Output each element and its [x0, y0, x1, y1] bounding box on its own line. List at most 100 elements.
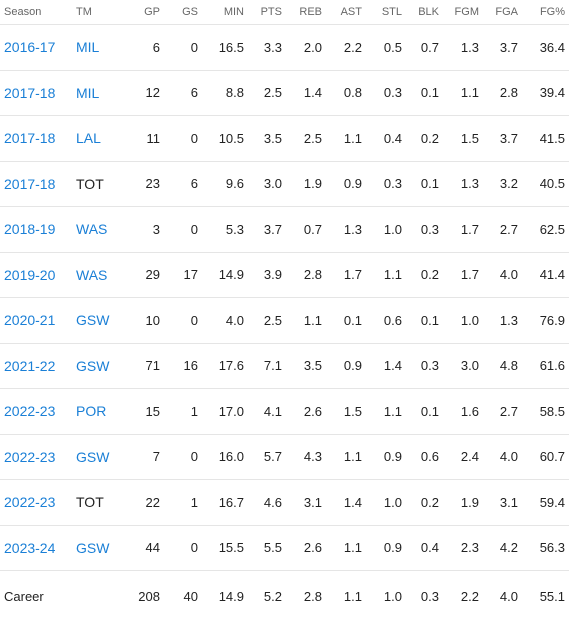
header-gs[interactable]: GS	[160, 0, 198, 25]
team-link[interactable]: POR	[76, 403, 106, 419]
season-cell: 2017-18	[0, 116, 74, 162]
header-fg-pct[interactable]: FG%	[518, 0, 569, 25]
stat-gs-cell: 6	[160, 161, 198, 207]
stat-pts-cell: 3.9	[244, 252, 282, 298]
header-reb[interactable]: REB	[282, 0, 322, 25]
header-row: Season TM GP GS MIN PTS REB AST STL BLK …	[0, 0, 569, 25]
season-link[interactable]: 2017-18	[4, 130, 55, 146]
stat-ast-cell: 0.8	[322, 70, 362, 116]
career-min: 14.9	[198, 571, 244, 621]
stat-reb-cell: 1.1	[282, 298, 322, 344]
career-team-cell	[74, 571, 126, 621]
stat-blk-cell: 0.6	[402, 434, 439, 480]
header-blk[interactable]: BLK	[402, 0, 439, 25]
team-link[interactable]: LAL	[76, 130, 101, 146]
stat-min-cell: 15.5	[198, 525, 244, 571]
team-link[interactable]: MIL	[76, 39, 99, 55]
season-link[interactable]: 2019-20	[4, 267, 55, 283]
team-cell: GSW	[74, 434, 126, 480]
stat-gs-cell: 1	[160, 480, 198, 526]
team-link[interactable]: GSW	[76, 540, 109, 556]
stat-pts-cell: 5.7	[244, 434, 282, 480]
stat-gp-cell: 23	[126, 161, 160, 207]
stat-ast-cell: 1.1	[322, 116, 362, 162]
header-fgm[interactable]: FGM	[439, 0, 479, 25]
career-label-text: Career	[4, 589, 44, 604]
stat-min-cell: 16.7	[198, 480, 244, 526]
stat-fga-cell: 4.8	[479, 343, 518, 389]
header-gp[interactable]: GP	[126, 0, 160, 25]
season-link[interactable]: 2023-24	[4, 540, 55, 556]
header-fga[interactable]: FGA	[479, 0, 518, 25]
season-link[interactable]: 2018-19	[4, 221, 55, 237]
stat-pts-cell: 4.6	[244, 480, 282, 526]
stat-reb-cell: 2.0	[282, 25, 322, 71]
team-link[interactable]: WAS	[76, 221, 107, 237]
stat-pts-cell: 2.5	[244, 70, 282, 116]
season-link[interactable]: 2022-23	[4, 449, 55, 465]
stat-stl-cell: 0.3	[362, 161, 402, 207]
header-season[interactable]: Season	[0, 0, 74, 25]
stat-stl-cell: 0.5	[362, 25, 402, 71]
stat-fga-cell: 2.7	[479, 389, 518, 435]
season-link[interactable]: 2022-23	[4, 403, 55, 419]
stat-fgm-cell: 1.6	[439, 389, 479, 435]
stat-ast-cell: 0.9	[322, 161, 362, 207]
stat-reb-cell: 2.6	[282, 389, 322, 435]
stat-pts-cell: 3.7	[244, 207, 282, 253]
stat-min-cell: 14.9	[198, 252, 244, 298]
team-link[interactable]: GSW	[76, 449, 109, 465]
season-link[interactable]: 2017-18	[4, 85, 55, 101]
stat-ast-cell: 0.9	[322, 343, 362, 389]
stat-fga-cell: 4.0	[479, 252, 518, 298]
season-link[interactable]: 2022-23	[4, 494, 55, 510]
stat-fgm-cell: 1.7	[439, 207, 479, 253]
stat-fgp-cell: 41.5	[518, 116, 569, 162]
header-ast[interactable]: AST	[322, 0, 362, 25]
stat-stl-cell: 0.9	[362, 434, 402, 480]
header-pts[interactable]: PTS	[244, 0, 282, 25]
stat-fgp-cell: 61.6	[518, 343, 569, 389]
stat-fgm-cell: 2.3	[439, 525, 479, 571]
stat-fga-cell: 2.8	[479, 70, 518, 116]
season-link[interactable]: 2016-17	[4, 39, 55, 55]
table-footer: Career 208 40 14.9 5.2 2.8 1.1 1.0 0.3 2…	[0, 571, 569, 621]
season-cell: 2022-23	[0, 480, 74, 526]
season-link[interactable]: 2017-18	[4, 176, 55, 192]
team-cell: GSW	[74, 298, 126, 344]
season-cell: 2016-17	[0, 25, 74, 71]
season-link[interactable]: 2020-21	[4, 312, 55, 328]
stat-fgm-cell: 1.3	[439, 25, 479, 71]
stat-blk-cell: 0.1	[402, 389, 439, 435]
stat-fga-cell: 3.7	[479, 116, 518, 162]
stat-gp-cell: 10	[126, 298, 160, 344]
stat-reb-cell: 2.6	[282, 525, 322, 571]
stat-gs-cell: 6	[160, 70, 198, 116]
stat-pts-cell: 7.1	[244, 343, 282, 389]
stat-gp-cell: 3	[126, 207, 160, 253]
stat-min-cell: 16.5	[198, 25, 244, 71]
stat-gs-cell: 0	[160, 525, 198, 571]
stat-fgp-cell: 58.5	[518, 389, 569, 435]
stat-pts-cell: 4.1	[244, 389, 282, 435]
stat-gp-cell: 29	[126, 252, 160, 298]
career-ast: 1.1	[322, 571, 362, 621]
header-min[interactable]: MIN	[198, 0, 244, 25]
stat-reb-cell: 3.5	[282, 343, 322, 389]
team-link[interactable]: WAS	[76, 267, 107, 283]
team-link[interactable]: MIL	[76, 85, 99, 101]
season-cell: 2023-24	[0, 525, 74, 571]
header-stl[interactable]: STL	[362, 0, 402, 25]
team-link[interactable]: GSW	[76, 358, 109, 374]
career-fga: 4.0	[479, 571, 518, 621]
season-link[interactable]: 2021-22	[4, 358, 55, 374]
stat-pts-cell: 5.5	[244, 525, 282, 571]
stat-gs-cell: 0	[160, 434, 198, 480]
team-link[interactable]: GSW	[76, 312, 109, 328]
stat-ast-cell: 0.1	[322, 298, 362, 344]
stat-fga-cell: 3.2	[479, 161, 518, 207]
header-team[interactable]: TM	[74, 0, 126, 25]
